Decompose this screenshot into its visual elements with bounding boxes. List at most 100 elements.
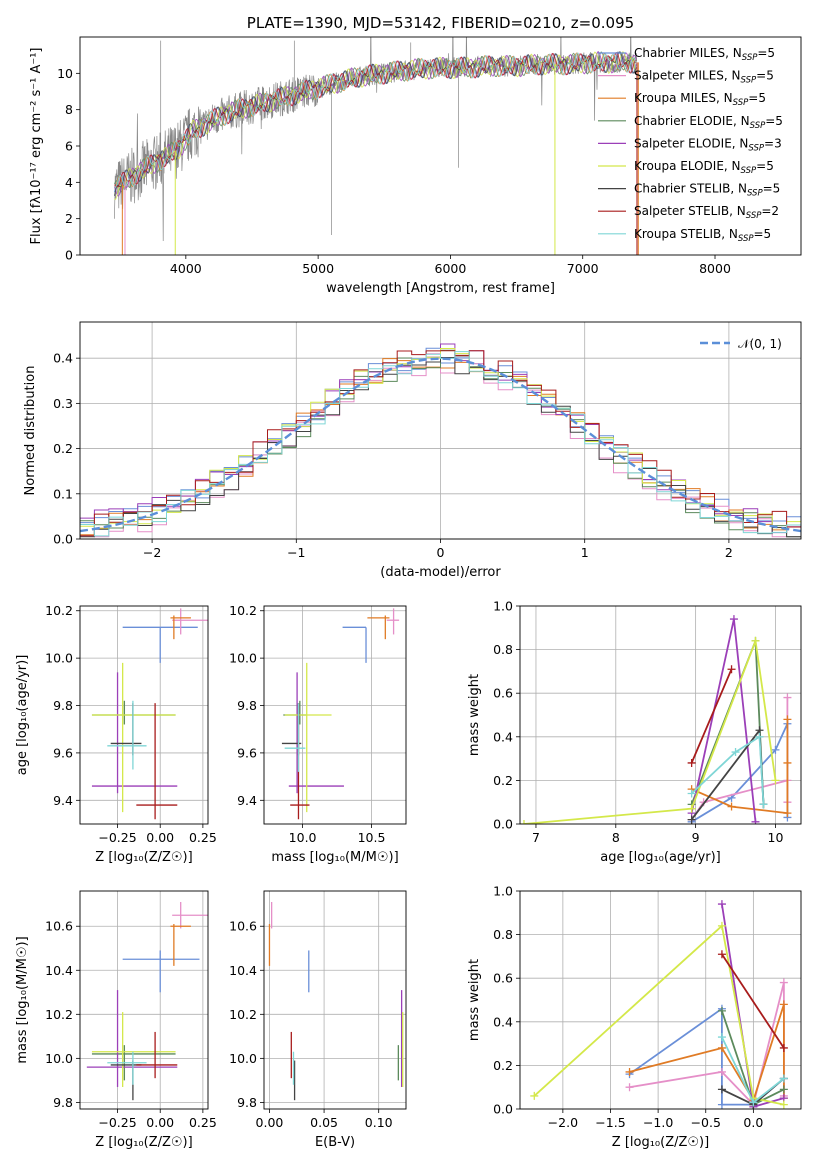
x-tick-label: 2 <box>725 545 733 560</box>
x-tick-label: 0.10 <box>365 1115 393 1130</box>
y-tick-label: 10.6 <box>45 919 73 934</box>
x-tick-label: 0.0 <box>743 1115 763 1130</box>
legend-label-main: Kroupa MILES, N <box>634 91 733 105</box>
legend-label: Kroupa STELIB, NSSP=5 <box>634 227 771 244</box>
x-tick-label: 0 <box>437 545 445 560</box>
kroupa_miles-weight-marker <box>783 758 792 767</box>
y-tick-label: 0.8 <box>493 642 513 657</box>
mass_vs_Z-plot <box>86 902 208 1101</box>
salpeter_stelib-weight-line <box>721 953 785 1049</box>
legend-label-suffix: =5 <box>756 159 774 173</box>
y-axis-label: mass [log₁₀(M/M☉)] <box>15 936 30 1063</box>
massweight_vs_Z-axes: −2.0 −1.5 −1.0 −0.5 0.0 0.0 0.2 0.4 0.6 0.8 1.0 Z [… <box>467 884 801 1150</box>
y-tick-label: 0.8 <box>493 927 513 942</box>
legend-label-sub: SSP <box>733 98 749 108</box>
legend-label-main: Salpeter ELODIE, N <box>634 136 748 150</box>
x-tick-label: −2.0 <box>548 1115 578 1130</box>
kroupa_miles-weight-marker <box>625 1067 634 1076</box>
legend-label-suffix: =5 <box>763 182 781 196</box>
y-axis-label: mass weight <box>467 959 482 1041</box>
x-tick-label: 10 <box>768 830 784 845</box>
x-axis-label: E(B-V) <box>315 1135 355 1150</box>
age_vs_mass-plot <box>281 608 400 820</box>
x-axis-label: (data-model)/error <box>380 565 501 580</box>
massweight_vs_Z-plot <box>530 900 788 1109</box>
salpeter_miles-weight-marker <box>779 978 788 987</box>
y-axis-label: Normed distribution <box>23 366 38 496</box>
x-tick-label: 10.0 <box>289 830 317 845</box>
legend-label-suffix: =5 <box>748 91 766 105</box>
legend-label: Salpeter ELODIE, NSSP=3 <box>634 136 782 153</box>
y-tick-label: 0.0 <box>493 1102 513 1117</box>
y-tick-label: 9.8 <box>53 1095 73 1110</box>
x-axis-label: Z [log₁₀(Z/Z☉)] <box>95 1135 192 1150</box>
x-tick-label: −1.5 <box>595 1115 625 1130</box>
x-tick-label: 7000 <box>567 261 599 276</box>
kroupa_miles-weight-marker <box>727 802 736 811</box>
chabrier_stelib-model-line <box>113 51 637 196</box>
y-tick-label: 10.4 <box>229 963 257 978</box>
legend-label-main: Salpeter STELIB, N <box>634 204 746 218</box>
kroupa_miles-weight-marker <box>783 809 792 818</box>
x-tick-label: 10.5 <box>358 830 386 845</box>
massweight_vs_age-frame <box>519 605 802 825</box>
legend-label-main: Chabrier STELIB, N <box>634 182 747 196</box>
kroupa_elodie-weight-marker <box>751 636 760 645</box>
massweight_vs_age-plot <box>520 615 792 824</box>
age_vs_Z-plot <box>91 608 208 820</box>
kroupa_elodie-weight-marker <box>717 921 726 930</box>
y-tick-label: 10.2 <box>45 603 73 618</box>
y-axis-label: mass weight <box>467 674 482 756</box>
residuals-frame <box>79 321 802 540</box>
legend-label-sub: SSP <box>746 211 762 221</box>
salpeter_stelib-weight-marker <box>779 1043 788 1052</box>
chart-title: PLATE=1390, MJD=53142, FIBERID=0210, z=0… <box>247 14 634 32</box>
x-tick-label: 0.05 <box>310 1115 338 1130</box>
spectrum-plot <box>113 37 639 255</box>
x-tick-label: −0.25 <box>98 1115 136 1130</box>
chabrier_miles-weight-marker <box>717 1100 726 1109</box>
x-tick-label: −0.25 <box>98 830 136 845</box>
salpeter_elodie-weight-marker <box>751 817 760 824</box>
legend-label-suffix: =5 <box>765 114 783 128</box>
salpeter_miles-weight-marker <box>625 1083 634 1092</box>
x-tick-label: 0.00 <box>146 1115 174 1130</box>
y-tick-label: 0.0 <box>493 817 513 832</box>
kroupa_miles-weight-marker <box>779 1000 788 1009</box>
x-tick-label: 0.00 <box>256 1115 284 1130</box>
legend-label-sub: SSP <box>748 143 764 153</box>
salpeter_stelib-weight-line <box>690 668 733 764</box>
y-tick-label: 0.6 <box>493 971 513 986</box>
x-axis-label: wavelength [Angstrom, rest frame] <box>326 281 555 296</box>
legend-label: Salpeter MILES, NSSP=5 <box>634 69 774 86</box>
legend-label-main: Chabrier MILES, N <box>634 46 742 60</box>
salpeter_stelib-weight-marker <box>727 665 736 674</box>
y-tick-label: 9.6 <box>237 745 257 760</box>
x-tick-label: 8 <box>612 830 620 845</box>
kroupa_stelib-histogram-line <box>80 351 801 538</box>
y-tick-label: 9.6 <box>53 745 73 760</box>
y-tick-label: 0 <box>65 248 73 263</box>
y-tick-label: 9.8 <box>237 698 257 713</box>
salpeter_elodie-weight-marker <box>717 900 726 909</box>
x-tick-label: 0.25 <box>189 830 217 845</box>
legend-label-sub: SSP <box>750 121 766 131</box>
y-tick-label: 0.4 <box>53 351 73 366</box>
chabrier_elodie-weight-marker <box>717 1006 726 1015</box>
kroupa_elodie-weight-marker <box>687 804 696 813</box>
x-tick-label: −1.0 <box>643 1115 673 1130</box>
massweight_vs_Z-frame <box>519 890 802 1110</box>
legend-label-sub: SSP <box>742 53 758 63</box>
y-tick-label: 8 <box>65 102 73 117</box>
y-tick-label: 9.8 <box>237 1095 257 1110</box>
y-tick-label: 0.0 <box>53 532 73 547</box>
x-tick-label: 1 <box>581 545 589 560</box>
chabrier_stelib-weight-marker <box>717 1085 726 1094</box>
mass_vs_Z-axes: −0.25 0.00 0.25 9.8 10.0 10.2 10.4 10.6 Z [log₁₀… <box>15 891 217 1150</box>
legend-label-sub: SSP <box>741 76 757 86</box>
chabrier_stelib-histogram-line <box>80 357 801 538</box>
kroupa_stelib-model-line <box>114 52 637 188</box>
chabrier_stelib-weight-marker <box>687 815 696 824</box>
